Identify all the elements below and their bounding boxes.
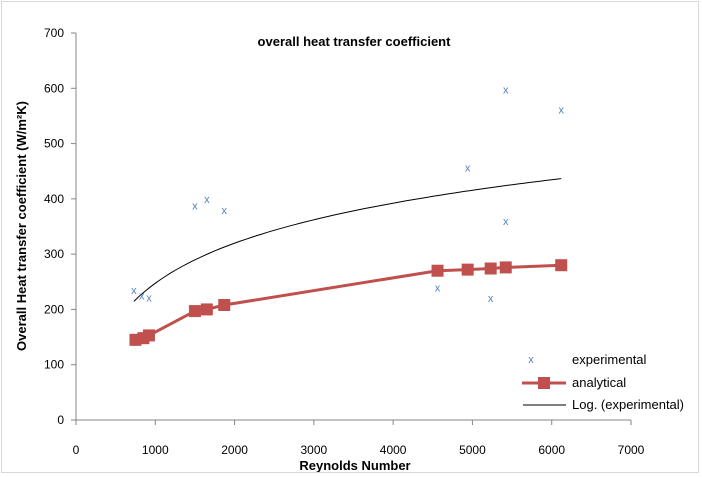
analytical-point <box>555 259 568 272</box>
analytical-point <box>499 261 512 274</box>
analytical-point <box>431 264 444 277</box>
x-tick-label: 1000 <box>142 443 169 457</box>
legend-marker-analytical <box>538 377 550 389</box>
trendline-layer <box>133 178 562 302</box>
trendline-log-experimental <box>133 178 562 302</box>
analytical-point <box>200 303 213 316</box>
x-tick-label: 2000 <box>221 443 248 457</box>
y-tick-label: 0 <box>57 413 64 427</box>
legend-label-analytical: analytical <box>572 375 626 390</box>
experimental-point: x <box>503 84 509 96</box>
x-tick-label: 4000 <box>380 443 407 457</box>
experimental-point: x <box>139 291 145 303</box>
experimental-point: x <box>131 285 137 297</box>
y-tick-label: 700 <box>44 26 64 40</box>
legend-marker-experimental: x <box>528 354 534 366</box>
axes <box>75 33 631 421</box>
experimental-point: x <box>204 194 210 206</box>
x-tick-labels: 0 1000 2000 3000 4000 5000 6000 7000 <box>73 420 645 457</box>
y-tick-label: 100 <box>44 358 64 372</box>
y-tick-label: 200 <box>44 302 64 316</box>
analytical-point <box>484 262 497 275</box>
legend-label-experimental: experimental <box>572 352 647 367</box>
y-tick-label: 400 <box>44 192 64 206</box>
experimental-point: x <box>488 293 494 305</box>
experimental-point: x <box>222 205 228 217</box>
legend-label-log-experimental: Log. (experimental) <box>572 397 684 412</box>
experimental-point: x <box>503 216 509 228</box>
analytical-point <box>218 299 231 312</box>
experimental-point: x <box>435 282 441 294</box>
y-tick-label: 500 <box>44 137 64 151</box>
legend-item-analytical: analytical <box>522 375 626 390</box>
x-tick-label: 5000 <box>459 443 486 457</box>
y-axis-label: Overall Heat transfer coefficient (W/m²K… <box>14 101 29 351</box>
analytical-series <box>129 259 568 346</box>
legend: x experimental analytical Log. (experime… <box>522 352 684 412</box>
y-tick-labels: 0 100 200 300 400 500 600 700 <box>44 26 76 427</box>
y-tick-label: 600 <box>44 81 64 95</box>
x-axis-label: Reynolds Number <box>299 458 410 473</box>
analytical-point <box>461 263 474 276</box>
experimental-point: x <box>146 292 152 304</box>
chart-title: overall heat transfer coefficient <box>258 34 452 49</box>
experimental-point: x <box>465 162 471 174</box>
analytical-point <box>188 305 201 318</box>
x-tick-label: 7000 <box>618 443 645 457</box>
analytical-point <box>142 329 155 342</box>
x-tick-label: 3000 <box>301 443 328 457</box>
legend-item-experimental: x experimental <box>528 352 646 367</box>
experimental-point: x <box>558 104 564 116</box>
analytical-line <box>135 263 562 342</box>
x-tick-label: 0 <box>73 443 80 457</box>
experimental-point: x <box>192 200 198 212</box>
y-tick-label: 300 <box>44 247 64 261</box>
legend-item-log-experimental: Log. (experimental) <box>523 397 684 412</box>
x-tick-label: 6000 <box>538 443 565 457</box>
